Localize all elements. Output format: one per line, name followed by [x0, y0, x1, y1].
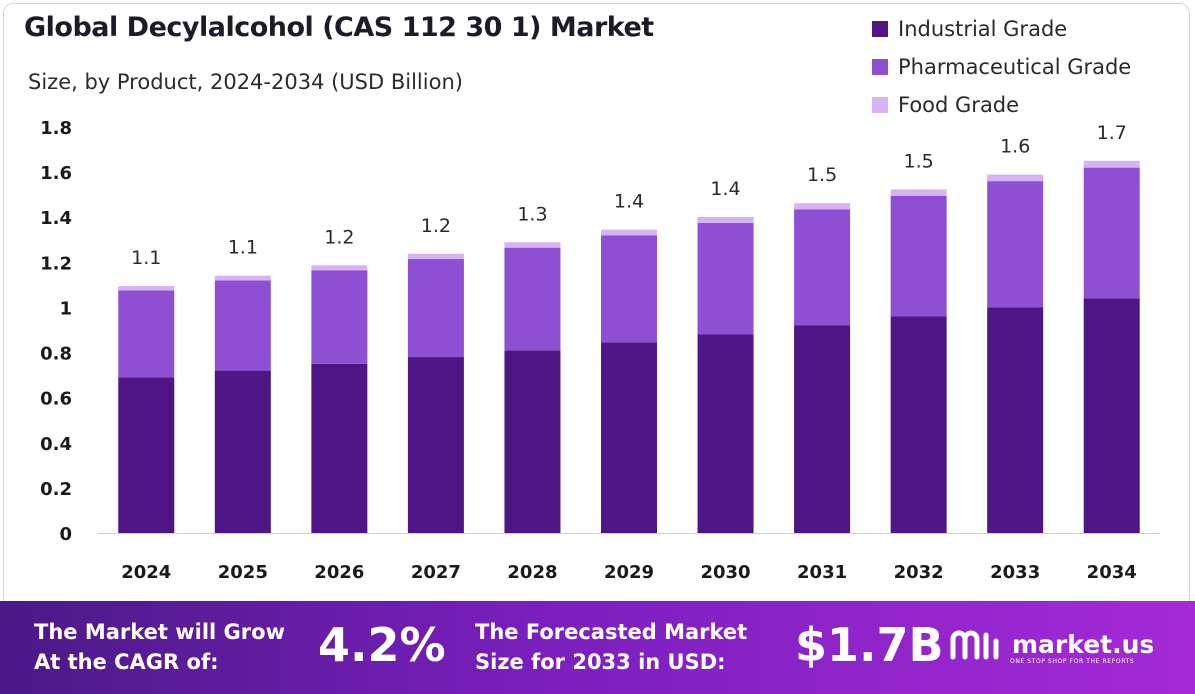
bar-total-label: 1.4 [710, 178, 740, 200]
legend-item-pharmaceutical: Pharmaceutical Grade [872, 48, 1131, 86]
y-tick-label: 0.4 [40, 434, 72, 455]
bar-segment-industrial [601, 342, 657, 533]
bar-total-label: 1.1 [228, 237, 258, 259]
bar-chart: 0 0.2 0.4 0.6 0.8 1 1.2 1.4 1.6 1.8 1.1 2024 1.1 2025… [40, 118, 1160, 583]
bar-segment-food [697, 216, 754, 223]
bar-segment-pharmaceutical [214, 280, 271, 371]
y-tick-label: 1.2 [40, 253, 72, 274]
x-tick-label: 2031 [797, 562, 847, 583]
bar-segment-pharmaceutical [504, 247, 561, 351]
x-tick-label: 2025 [218, 562, 268, 583]
cagr-caption-line1: The Market will Grow [34, 620, 285, 644]
bar-total-label: 1.6 [1000, 136, 1030, 158]
bar-segment-industrial [794, 325, 851, 533]
bar-segment-food [214, 275, 271, 281]
bar-segment-industrial [987, 307, 1044, 533]
bar-segment-industrial [407, 357, 464, 533]
bar-segment-food [311, 265, 368, 271]
x-tick-label: 2027 [411, 562, 461, 583]
forecast-caption-line2: Size for 2033 in USD: [475, 650, 726, 674]
bar-segment-pharmaceutical [890, 195, 947, 317]
market-us-logo-icon [950, 630, 999, 660]
bar-total-label: 1.3 [517, 203, 547, 225]
legend-swatch-pharmaceutical [872, 59, 888, 75]
bar-total-label: 1.7 [1097, 122, 1127, 144]
footer-banner: The Market will Grow At the CAGR of: 4.2… [0, 601, 1195, 694]
bar-segment-industrial [214, 370, 271, 533]
y-tick-label: 1.4 [40, 208, 72, 229]
y-tick-label: 1.6 [40, 163, 72, 184]
brand-tagline: ONE STOP SHOP FOR THE REPORTS [1010, 658, 1135, 665]
bar-total-label: 1.5 [807, 164, 837, 186]
chart-title: Global Decylalcohol (CAS 112 30 1) Marke… [24, 12, 654, 43]
bar-segment-pharmaceutical [697, 222, 754, 335]
x-tick-label: 2033 [990, 562, 1040, 583]
y-tick-label: 1 [59, 298, 72, 319]
x-tick-label: 2026 [314, 562, 364, 583]
y-tick-label: 0.8 [40, 344, 72, 365]
brand-name: market.us [1012, 629, 1155, 659]
bar-total-label: 1.2 [421, 215, 451, 237]
bar-segment-industrial [1083, 298, 1140, 533]
legend-label-pharmaceutical: Pharmaceutical Grade [898, 55, 1132, 79]
forecast-caption: The Forecasted Market Size for 2033 in U… [475, 617, 747, 677]
x-tick-label: 2034 [1087, 562, 1137, 583]
chart-subtitle: Size, by Product, 2024-2034 (USD Billion… [28, 70, 463, 94]
bar-segment-food [794, 203, 851, 210]
x-tick-label: 2030 [700, 562, 750, 583]
bar-segment-pharmaceutical [407, 258, 464, 358]
forecast-caption-line1: The Forecasted Market [475, 620, 748, 644]
bar-segment-pharmaceutical [311, 270, 368, 364]
legend-item-food: Food Grade [872, 86, 1131, 124]
y-tick-label: 0.2 [40, 479, 72, 500]
legend: Industrial Grade Pharmaceutical Grade Fo… [872, 10, 1131, 124]
bar-segment-industrial [311, 363, 368, 533]
cagr-caption: The Market will Grow At the CAGR of: [34, 617, 285, 677]
bar-segment-food [1083, 160, 1140, 168]
bar-segment-pharmaceutical [794, 209, 851, 326]
legend-label-food: Food Grade [898, 93, 1020, 117]
y-tick-label: 1.8 [40, 118, 72, 139]
legend-swatch-food [872, 97, 888, 113]
x-tick-label: 2028 [507, 562, 557, 583]
x-tick-label: 2032 [894, 562, 944, 583]
bar-segment-pharmaceutical [1083, 167, 1140, 299]
y-tick-label: 0 [59, 524, 72, 545]
bar-segment-pharmaceutical [118, 290, 175, 378]
cagr-caption-line2: At the CAGR of: [34, 650, 219, 674]
legend-swatch-industrial [872, 21, 888, 37]
bar-segment-pharmaceutical [601, 235, 657, 343]
bar-segment-food [504, 242, 561, 248]
bar-segment-industrial [118, 377, 175, 533]
bar-total-label: 1.1 [131, 247, 161, 269]
bar-segment-pharmaceutical [987, 181, 1044, 308]
bar-segment-industrial [504, 350, 561, 533]
legend-label-industrial: Industrial Grade [898, 17, 1068, 41]
bar-segment-food [601, 229, 657, 236]
bar-segment-food [118, 286, 175, 291]
x-tick-label: 2024 [121, 562, 171, 583]
bar-total-label: 1.2 [324, 226, 354, 248]
bar-segment-industrial [697, 334, 754, 533]
bar-total-label: 1.5 [904, 150, 934, 172]
bar-segment-food [890, 189, 947, 196]
y-tick-label: 0.6 [40, 389, 72, 410]
brand-logo: market.us [950, 627, 1154, 661]
bar-segment-industrial [890, 316, 947, 533]
bar-segment-food [407, 253, 464, 259]
bar-segment-food [987, 174, 1044, 182]
x-tick-label: 2029 [604, 562, 654, 583]
forecast-value: $1.7B [795, 618, 944, 672]
cagr-value: 4.2% [318, 618, 446, 672]
legend-item-industrial: Industrial Grade [872, 10, 1131, 48]
bar-total-label: 1.4 [614, 191, 644, 213]
